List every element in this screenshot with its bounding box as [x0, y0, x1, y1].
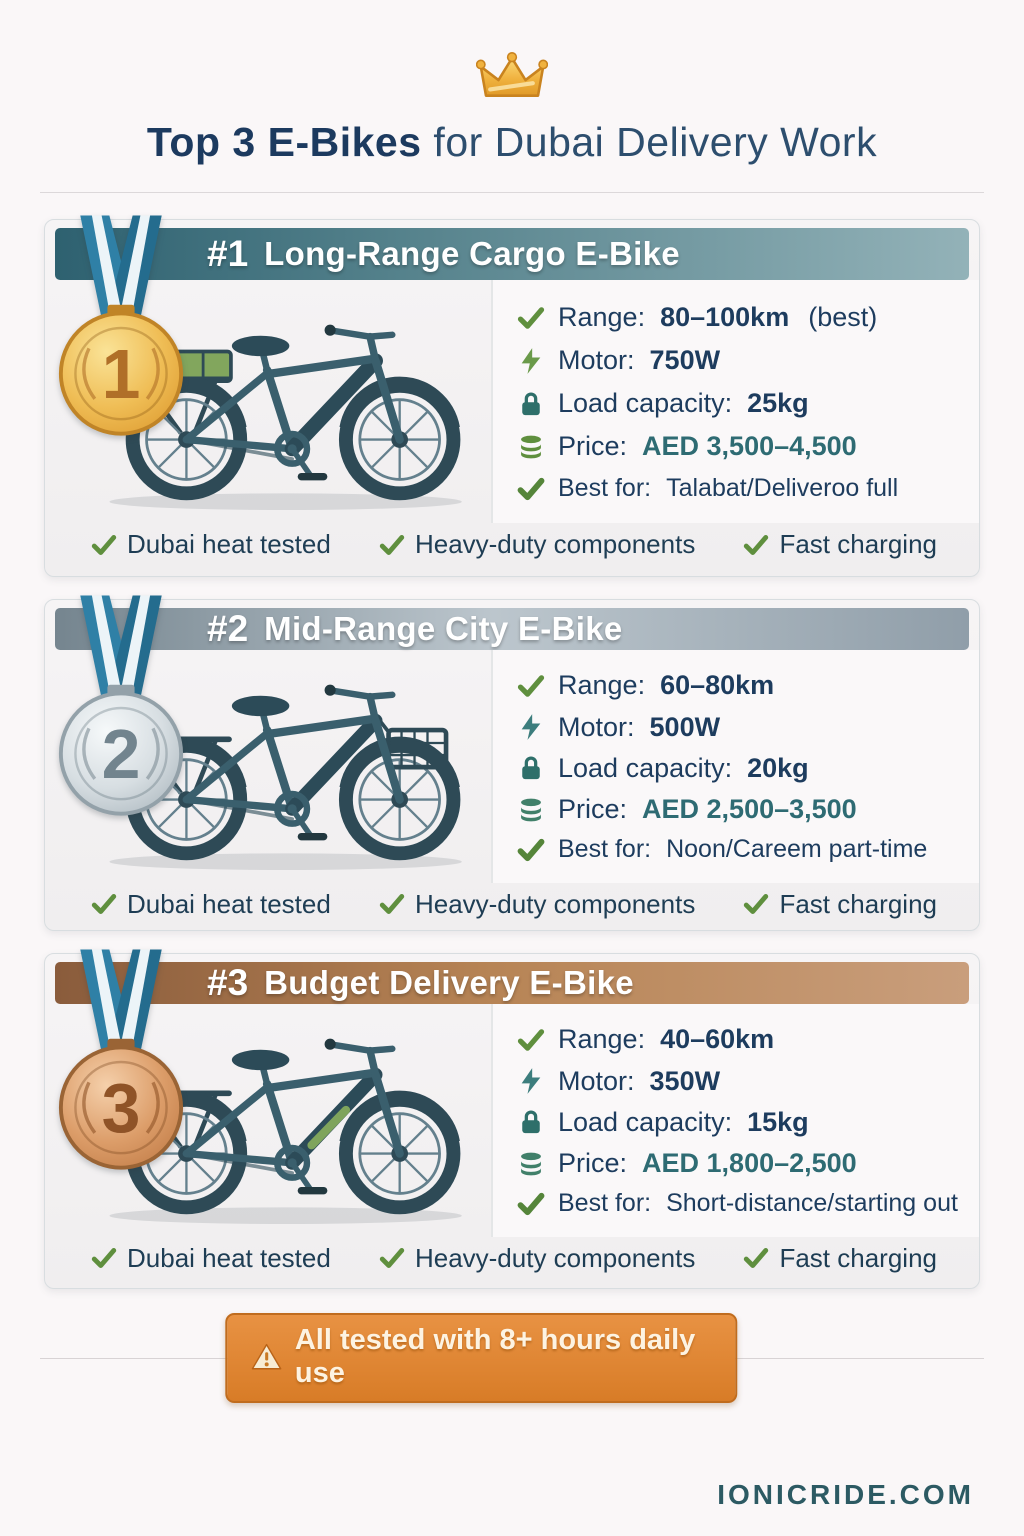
warning-icon	[251, 1343, 282, 1370]
spec-bestfor: Best for: Talabat/Deliveroo full	[517, 474, 971, 503]
card-2-banner: #2 Mid-Range City E-Bike	[55, 608, 969, 650]
lock-icon	[522, 756, 540, 780]
coins-icon	[521, 435, 541, 458]
feature-row: Dubai heat tested Heavy-duty components …	[45, 1237, 979, 1290]
alert-banner: All tested with 8+ hours daily use	[225, 1313, 738, 1403]
medal-number: 3	[102, 1069, 141, 1147]
page-title-rest: for Dubai Delivery Work	[433, 119, 878, 165]
check-icon	[91, 534, 117, 555]
feature-charging: Fast charging	[743, 889, 937, 920]
spec-price: Price: AED 1,800–2,500	[517, 1148, 971, 1179]
coins-icon	[521, 798, 541, 821]
check-icon	[91, 1248, 117, 1269]
feature-charging: Fast charging	[743, 529, 937, 560]
spec-range: Range: 40–60km	[517, 1024, 971, 1055]
spec-motor: Motor: 750W	[517, 345, 971, 376]
gold-medal-icon: 1	[57, 212, 185, 444]
check-icon	[379, 534, 405, 555]
card-rank-3: 3 #3 Budget Delivery E-Bike	[44, 949, 980, 1290]
lightning-icon	[521, 714, 541, 740]
spec-bestfor: Best for: Short-distance/starting out	[517, 1189, 971, 1218]
feature-heat: Dubai heat tested	[91, 529, 331, 560]
check-icon	[517, 1028, 545, 1051]
check-circle-icon	[517, 477, 545, 500]
medal-number: 2	[102, 715, 141, 793]
lock-icon	[522, 392, 540, 415]
front-basket	[374, 714, 449, 770]
spec-list: Range: 40–60km Motor: 350W Load capacity…	[491, 1004, 979, 1237]
feature-components: Heavy-duty components	[379, 889, 695, 920]
page-title: Top 3 E-Bikes for Dubai Delivery Work	[0, 119, 1024, 166]
spec-load: Load capacity: 25kg	[517, 388, 971, 419]
check-icon	[91, 894, 117, 915]
cargo-ebike-illustration	[45, 280, 491, 523]
feature-charging: Fast charging	[743, 1243, 937, 1274]
check-icon	[744, 1248, 769, 1269]
card-rank-2: 2 #2 Mid-Range City E-Bike	[44, 595, 980, 931]
spec-load: Load capacity: 15kg	[517, 1107, 971, 1138]
spec-range: Range: 80–100km (best)	[517, 302, 971, 333]
page-title-emphasis: Top 3 E-Bikes	[146, 119, 422, 165]
spec-price: Price: AED 3,500–4,500	[517, 431, 971, 462]
feature-row: Dubai heat tested Heavy-duty components …	[45, 883, 979, 936]
bike-name: Budget Delivery E-Bike	[264, 964, 634, 1001]
spec-list: Range: 60–80km Motor: 500W Load capacity…	[491, 650, 979, 883]
spec-motor: Motor: 500W	[517, 712, 971, 743]
card-1-banner: #1 Long-Range Cargo E-Bike	[55, 228, 969, 280]
check-icon	[379, 894, 405, 915]
spec-price: Price: AED 2,500–3,500	[517, 794, 971, 825]
website-footer: IONICRIDE.COM	[717, 1479, 974, 1510]
check-icon	[517, 674, 545, 697]
card-3-banner: #3 Budget Delivery E-Bike	[55, 962, 969, 1004]
check-circle-icon	[517, 838, 545, 861]
feature-row: Dubai heat tested Heavy-duty components …	[45, 523, 979, 576]
title-divider	[40, 192, 984, 193]
feature-heat: Dubai heat tested	[91, 1243, 331, 1274]
alert-strip: All tested with 8+ hours daily use	[0, 1313, 1024, 1403]
spec-motor: Motor: 350W	[517, 1066, 971, 1097]
check-circle-icon	[517, 1192, 545, 1215]
battery-accent	[307, 1105, 351, 1150]
bronze-medal-icon: 3	[57, 946, 185, 1178]
check-icon	[517, 306, 545, 329]
medal-number: 1	[102, 335, 141, 413]
spec-range: Range: 60–80km	[517, 670, 971, 701]
rank-label: #2	[207, 608, 249, 649]
coins-icon	[521, 1152, 541, 1175]
check-icon	[744, 894, 769, 915]
lightning-icon	[521, 1068, 541, 1094]
rank-label: #1	[207, 233, 249, 274]
spec-load: Load capacity: 20kg	[517, 753, 971, 784]
bike-name: Mid-Range City E-Bike	[264, 610, 623, 647]
bike-name: Long-Range Cargo E-Bike	[264, 235, 680, 272]
spec-bestfor: Best for: Noon/Careem part-time	[517, 835, 971, 864]
check-icon	[744, 534, 769, 555]
silver-medal-icon: 2	[57, 592, 185, 824]
ranking-cards: 1 #1 Long-Range Cargo E-Bike	[44, 215, 980, 1290]
lock-icon	[522, 1110, 540, 1134]
card-rank-1: 1 #1 Long-Range Cargo E-Bike	[44, 215, 980, 577]
crown-icon	[0, 52, 1024, 109]
feature-heat: Dubai heat tested	[91, 889, 331, 920]
lightning-icon	[521, 347, 541, 374]
alert-text: All tested with 8+ hours daily use	[294, 1324, 696, 1389]
check-icon	[379, 1248, 405, 1269]
spec-list: Range: 80–100km (best) Motor: 750W Load …	[491, 280, 979, 523]
feature-components: Heavy-duty components	[379, 529, 695, 560]
rank-label: #3	[207, 962, 249, 1003]
feature-components: Heavy-duty components	[379, 1243, 695, 1274]
